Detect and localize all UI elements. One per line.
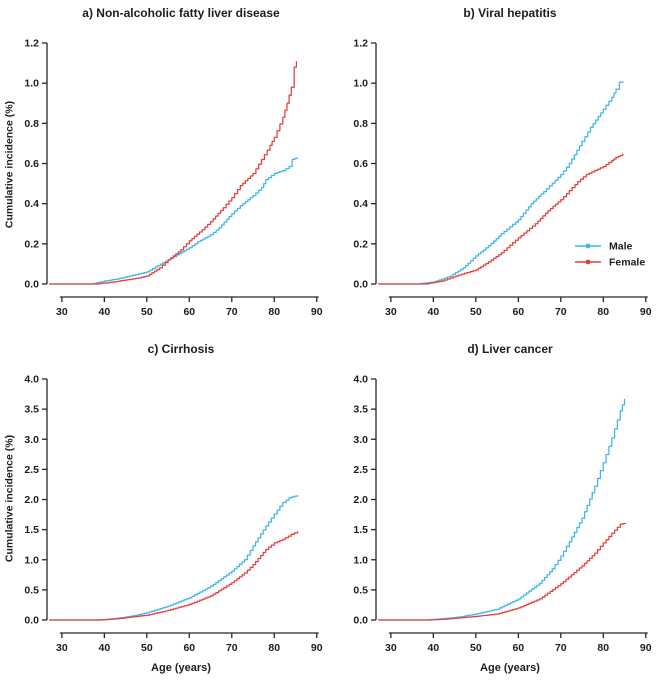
y-tick-label: 2.5 xyxy=(353,464,368,476)
y-tick-label: 1.0 xyxy=(24,78,39,90)
y-tick-label: 2.5 xyxy=(24,464,39,476)
series-male-curve xyxy=(49,495,299,621)
x-axis: 30 40 50 60 70 80 90 xyxy=(385,632,652,654)
y-tick-label: 1.0 xyxy=(24,554,39,566)
legend-label-female: Female xyxy=(609,257,645,269)
x-tick-label: 60 xyxy=(512,642,524,654)
y-tick-label: 4.0 xyxy=(24,374,39,386)
y-tick-label: 1.0 xyxy=(353,78,368,90)
panel-c-chart-canvas: 0.0 0.5 1.0 1.5 2.0 2.5 3.0 3.5 4.0 30 40 50 60 70 80 9… xyxy=(24,374,323,655)
y-tick-label: 0.4 xyxy=(353,198,368,210)
y-tick-label: 0.8 xyxy=(353,118,368,130)
y-tick-label: 1.0 xyxy=(353,554,368,566)
x-tick-label: 50 xyxy=(141,306,153,318)
x-tick-label: 30 xyxy=(385,642,397,654)
x-tick-label: 60 xyxy=(512,306,524,318)
x-axis: 30 40 50 60 70 80 90 xyxy=(56,296,323,318)
x-tick-label: 50 xyxy=(141,642,153,654)
x-tick-label: 40 xyxy=(428,642,440,654)
series-male-curve xyxy=(378,398,626,621)
x-axis: 30 40 50 60 70 80 90 xyxy=(385,296,652,318)
x-tick-label: 30 xyxy=(56,306,68,318)
y-tick-label: 2.0 xyxy=(24,494,39,506)
y-tick-label: 2.0 xyxy=(353,494,368,506)
y-tick-label: 0.0 xyxy=(353,279,368,291)
panel-d-chart-canvas: 0.0 0.5 1.0 1.5 2.0 2.5 3.0 3.5 4.0 30 40 50 60 70 80 9… xyxy=(353,374,652,655)
x-tick-label: 60 xyxy=(183,642,195,654)
series-male-curve xyxy=(49,157,298,285)
y-tick-label: 0.5 xyxy=(353,584,368,596)
x-tick-label: 60 xyxy=(183,306,195,318)
x-tick-label: 70 xyxy=(555,306,567,318)
series-female-curve xyxy=(49,531,299,621)
panel-c-x-axis-label: Age (years) xyxy=(151,662,211,674)
y-tick-label: 0.2 xyxy=(353,238,368,250)
panel-b: b) Viral hepatitis 0.0 0.2 0.4 0.6 0.8 1.0 1.2… xyxy=(329,0,657,330)
x-tick-label: 90 xyxy=(311,642,323,654)
x-tick-label: 80 xyxy=(268,642,280,654)
x-tick-label: 30 xyxy=(56,642,68,654)
y-tick-label: 0.8 xyxy=(24,118,39,130)
y-tick-label: 4.0 xyxy=(353,374,368,386)
y-tick-label: 1.5 xyxy=(24,524,39,536)
y-tick-label: 1.2 xyxy=(24,38,39,50)
x-tick-label: 50 xyxy=(470,306,482,318)
y-tick-label: 0.4 xyxy=(24,198,39,210)
y-tick-label: 0.0 xyxy=(24,279,39,291)
y-tick-label: 3.0 xyxy=(24,434,39,446)
x-tick-label: 50 xyxy=(470,642,482,654)
y-tick-label: 0.0 xyxy=(353,615,368,627)
y-tick-label: 0.2 xyxy=(24,238,39,250)
y-tick-label: 3.5 xyxy=(353,404,368,416)
panel-a-title: a) Non-alcoholic fatty liver disease xyxy=(82,6,280,20)
panel-b-title: b) Viral hepatitis xyxy=(463,6,557,20)
y-tick-label: 0.0 xyxy=(24,615,39,627)
y-axis: 0.0 0.2 0.4 0.6 0.8 1.0 1.2 xyxy=(353,38,377,291)
x-tick-label: 40 xyxy=(99,642,111,654)
panel-c: c) Cirrhosis Cumulative incidence (%) 0.… xyxy=(0,330,329,685)
x-tick-label: 90 xyxy=(640,306,652,318)
y-tick-label: 0.6 xyxy=(353,158,368,170)
x-tick-label: 30 xyxy=(385,306,397,318)
x-tick-label: 80 xyxy=(597,306,609,318)
series-female-curve xyxy=(49,61,298,285)
legend-label-male: Male xyxy=(609,241,633,253)
panel-a-chart-canvas: 0.0 0.2 0.4 0.6 0.8 1.0 1.2 30 40 50 60 70 80 90 xyxy=(24,38,323,319)
y-tick-label: 0.6 xyxy=(24,158,39,170)
x-tick-label: 40 xyxy=(428,306,440,318)
series-male-curve xyxy=(378,81,624,285)
y-tick-label: 3.5 xyxy=(24,404,39,416)
legend: Male Female xyxy=(575,241,645,269)
x-tick-label: 80 xyxy=(268,306,280,318)
panel-a: a) Non-alcoholic fatty liver disease Cum… xyxy=(0,0,329,330)
y-tick-label: 1.5 xyxy=(353,524,368,536)
series-female-curve xyxy=(378,522,627,621)
panel-c-title: c) Cirrhosis xyxy=(147,342,215,356)
x-tick-label: 70 xyxy=(555,642,567,654)
x-tick-label: 40 xyxy=(99,306,111,318)
y-tick-label: 0.5 xyxy=(24,584,39,596)
panel-d-x-axis-label: Age (years) xyxy=(480,662,540,674)
y-axis: 0.0 0.5 1.0 1.5 2.0 2.5 3.0 3.5 4.0 xyxy=(24,374,48,627)
panel-b-chart-canvas: 0.0 0.2 0.4 0.6 0.8 1.0 1.2 30 40 50 60 70 80 90 Male F… xyxy=(353,38,652,319)
y-tick-label: 3.0 xyxy=(353,434,368,446)
legend-marker-male-icon xyxy=(585,243,591,249)
y-axis: 0.0 0.2 0.4 0.6 0.8 1.0 1.2 xyxy=(24,38,48,291)
x-tick-label: 70 xyxy=(226,642,238,654)
y-axis: 0.0 0.5 1.0 1.5 2.0 2.5 3.0 3.5 4.0 xyxy=(353,374,377,627)
x-tick-label: 70 xyxy=(226,306,238,318)
panel-d-title: d) Liver cancer xyxy=(467,342,553,356)
panel-d: d) Liver cancer 0.0 0.5 1.0 1.5 2.0 2.5 3.0 3.5… xyxy=(329,330,657,685)
x-tick-label: 90 xyxy=(640,642,652,654)
x-tick-label: 90 xyxy=(311,306,323,318)
x-tick-label: 80 xyxy=(597,642,609,654)
y-tick-label: 1.2 xyxy=(353,38,368,50)
legend-marker-female-icon xyxy=(585,259,591,265)
series-female-curve xyxy=(378,153,624,285)
x-axis: 30 40 50 60 70 80 90 xyxy=(56,632,323,654)
